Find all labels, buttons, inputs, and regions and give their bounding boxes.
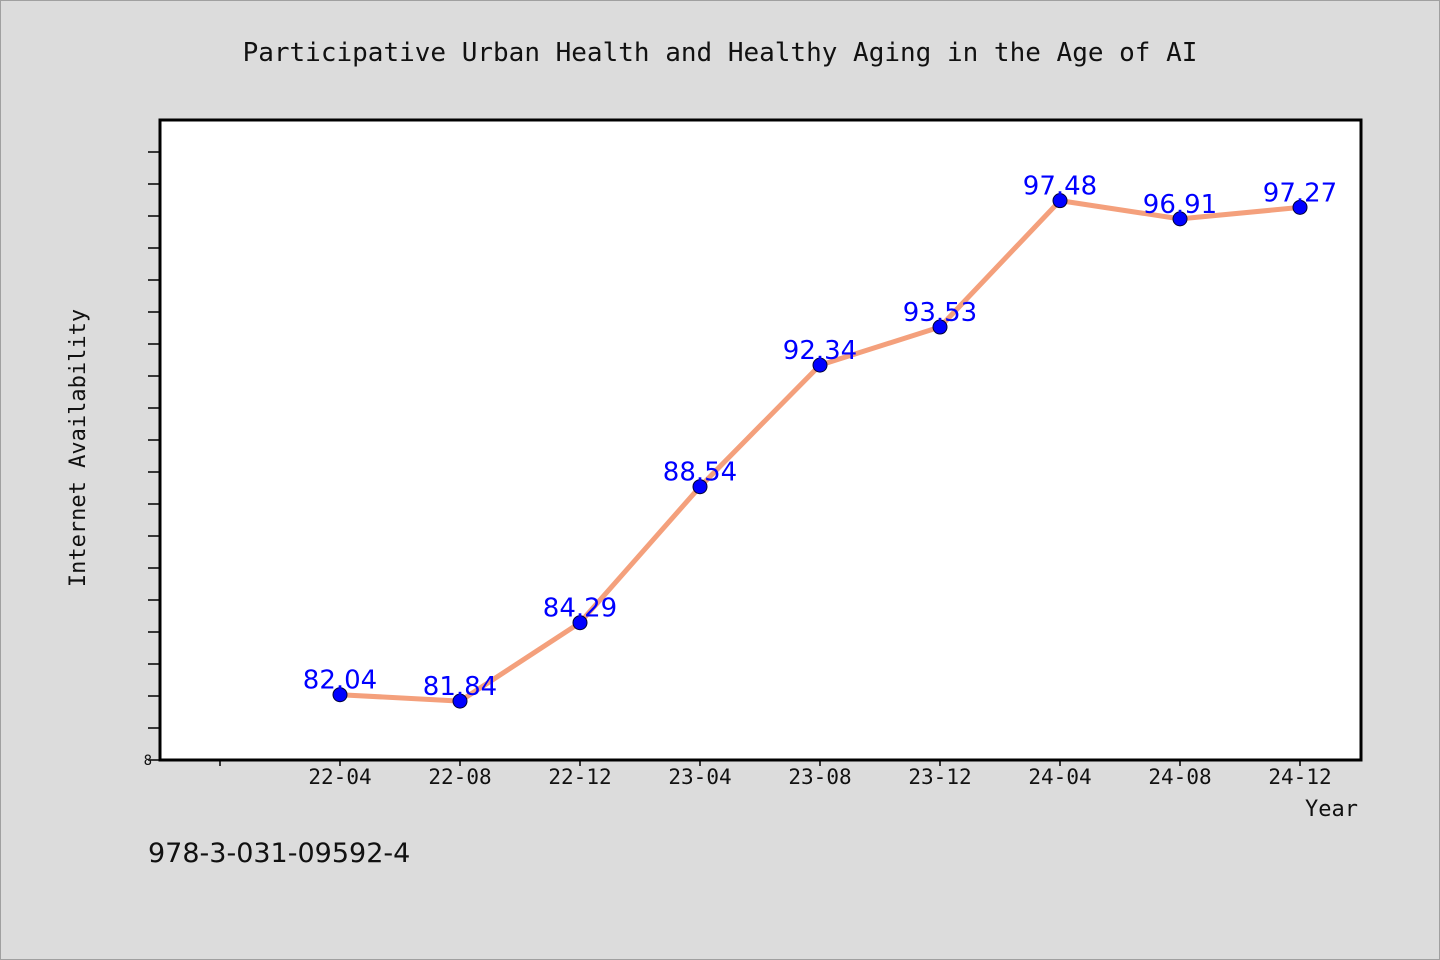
data-point — [452, 693, 468, 709]
data-point — [572, 615, 588, 631]
data-label: 92.34 — [783, 336, 857, 366]
x-tick-label: 24-12 — [1268, 765, 1331, 789]
data-point — [1052, 193, 1068, 209]
data-point — [932, 319, 948, 335]
x-axis-label: Year — [1305, 797, 1358, 822]
data-point — [812, 357, 828, 373]
y-tick-label: 8 — [144, 753, 152, 769]
x-axis-tick-labels: 22-04 22-08 22-12 23-04 23-08 23-12 24-04 24-08… — [308, 765, 1331, 789]
x-tick-label: 22-12 — [548, 765, 611, 789]
data-label: 93.53 — [903, 298, 977, 328]
x-tick-label: 22-04 — [308, 765, 371, 789]
y-axis-label: Internet Availability — [66, 309, 91, 587]
y-axis-ticks — [148, 151, 160, 761]
data-label: 97.48 — [1023, 172, 1097, 202]
x-tick-label: 24-08 — [1148, 765, 1211, 789]
data-point — [692, 479, 708, 495]
x-tick-label: 23-12 — [908, 765, 971, 789]
data-point — [1292, 199, 1308, 215]
data-label: 81.84 — [423, 672, 497, 702]
x-tick-label: 23-08 — [788, 765, 851, 789]
footer-isbn: 978-3-031-09592-4 — [148, 838, 410, 869]
data-label: 88.54 — [663, 458, 737, 488]
chart-title: Participative Urban Health and Healthy A… — [243, 38, 1198, 68]
x-tick-label: 22-08 — [428, 765, 491, 789]
x-tick-label: 23-04 — [668, 765, 731, 789]
data-label: 96.91 — [1143, 190, 1217, 220]
series-markers — [332, 193, 1308, 709]
data-label: 82.04 — [303, 666, 377, 696]
data-label: 84.29 — [543, 594, 617, 624]
data-label: 97.27 — [1263, 178, 1337, 208]
data-labels: 82.04 81.84 84.29 88.54 92.34 93.53 97.48 96.91… — [303, 172, 1337, 702]
data-point — [1172, 211, 1188, 227]
x-axis-ticks — [219, 760, 1301, 766]
plot-area — [158, 118, 1363, 762]
x-tick-label: 24-04 — [1028, 765, 1091, 789]
data-point — [332, 687, 348, 703]
